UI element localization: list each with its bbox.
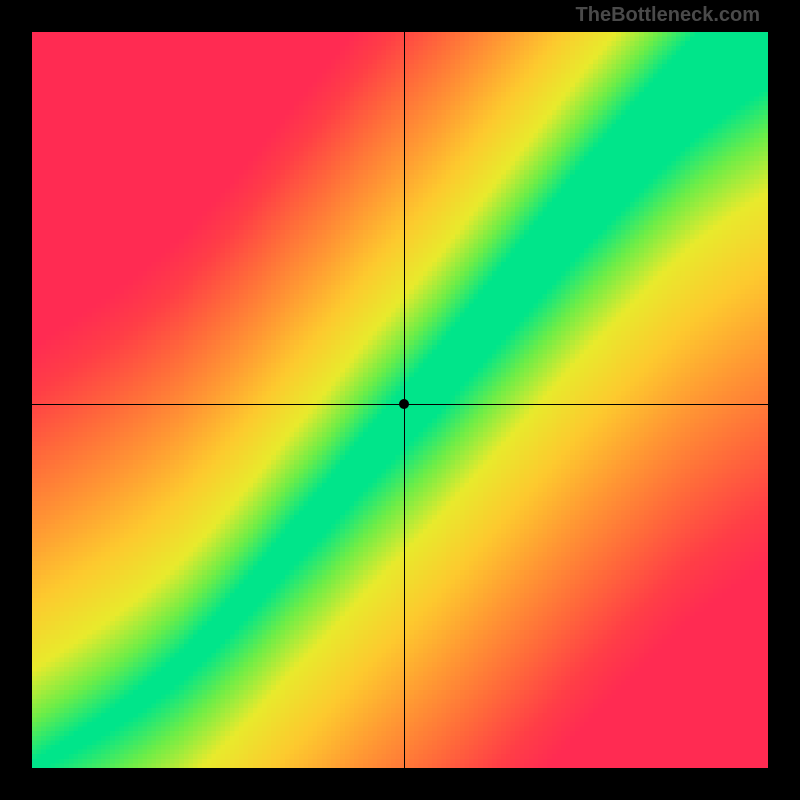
- crosshair-marker: [399, 399, 409, 409]
- heatmap-plot: [32, 32, 768, 768]
- watermark-text: TheBottleneck.com: [576, 4, 760, 27]
